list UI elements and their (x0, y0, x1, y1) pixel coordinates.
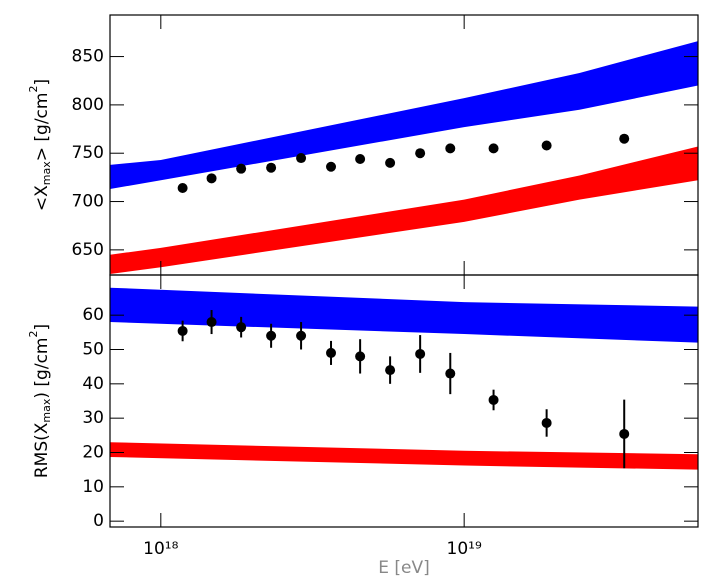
y-axis-label-part: 2 (27, 331, 40, 338)
point (415, 148, 426, 159)
y-tick-label: 0 (93, 511, 104, 531)
y-axis-label-part: ] (32, 324, 52, 331)
x-axis-label: E [eV] (378, 558, 430, 578)
point (488, 143, 499, 154)
y-tick-label: 800 (72, 95, 104, 115)
band (110, 146, 698, 275)
y-tick-label: 50 (82, 340, 104, 360)
y-axis-label: RMS(Xmax) [g/cm2] (27, 324, 53, 478)
point (296, 330, 307, 341)
y-tick-label: 30 (82, 408, 104, 428)
y-axis-label-part: ) [g/cm (32, 338, 52, 399)
point (236, 163, 247, 174)
point (355, 351, 366, 362)
frame (109, 14, 699, 276)
frame (109, 274, 699, 528)
band (110, 287, 698, 343)
y-tick-label: 10 (82, 477, 104, 497)
point (385, 157, 396, 168)
point (206, 317, 217, 328)
y-axis-label-part: <X (32, 185, 52, 211)
y-axis-label-part: max (40, 398, 53, 422)
y-tick-label: 20 (82, 442, 104, 462)
point (177, 183, 188, 194)
point (177, 325, 188, 336)
point (541, 140, 552, 151)
y-axis-label-part: ] (32, 79, 52, 86)
point (355, 154, 366, 165)
point (619, 133, 630, 144)
y-tick-label: 750 (72, 143, 104, 163)
point (326, 347, 337, 358)
point (488, 394, 499, 405)
y-tick-label: 850 (72, 47, 104, 67)
point (619, 428, 630, 439)
point (236, 322, 247, 333)
point (206, 173, 217, 184)
y-tick-label: 700 (72, 192, 104, 212)
y-tick-label: 60 (82, 305, 104, 325)
y-axis-label-part: > [g/cm (32, 93, 52, 162)
point (541, 417, 552, 428)
plot-area (110, 41, 698, 275)
band (110, 41, 698, 189)
y-axis-label-part: RMS(X (32, 422, 52, 478)
x-tick-label: 10¹⁸ (143, 539, 178, 559)
y-axis-label-part: max (40, 161, 53, 185)
point (415, 348, 426, 359)
point (385, 365, 396, 376)
band (110, 442, 698, 470)
point (296, 153, 307, 164)
point (445, 143, 456, 154)
y-axis-label: <Xmax> [g/cm2] (27, 79, 53, 211)
point (266, 330, 277, 341)
y-tick-label: 650 (72, 240, 104, 260)
y-axis-label-part: 2 (27, 86, 40, 93)
point (266, 162, 277, 173)
x-tick-label: 10¹⁹ (447, 539, 482, 559)
y-tick-label: 40 (82, 374, 104, 394)
point (445, 368, 456, 379)
plot-area (110, 287, 698, 470)
point (326, 161, 337, 172)
